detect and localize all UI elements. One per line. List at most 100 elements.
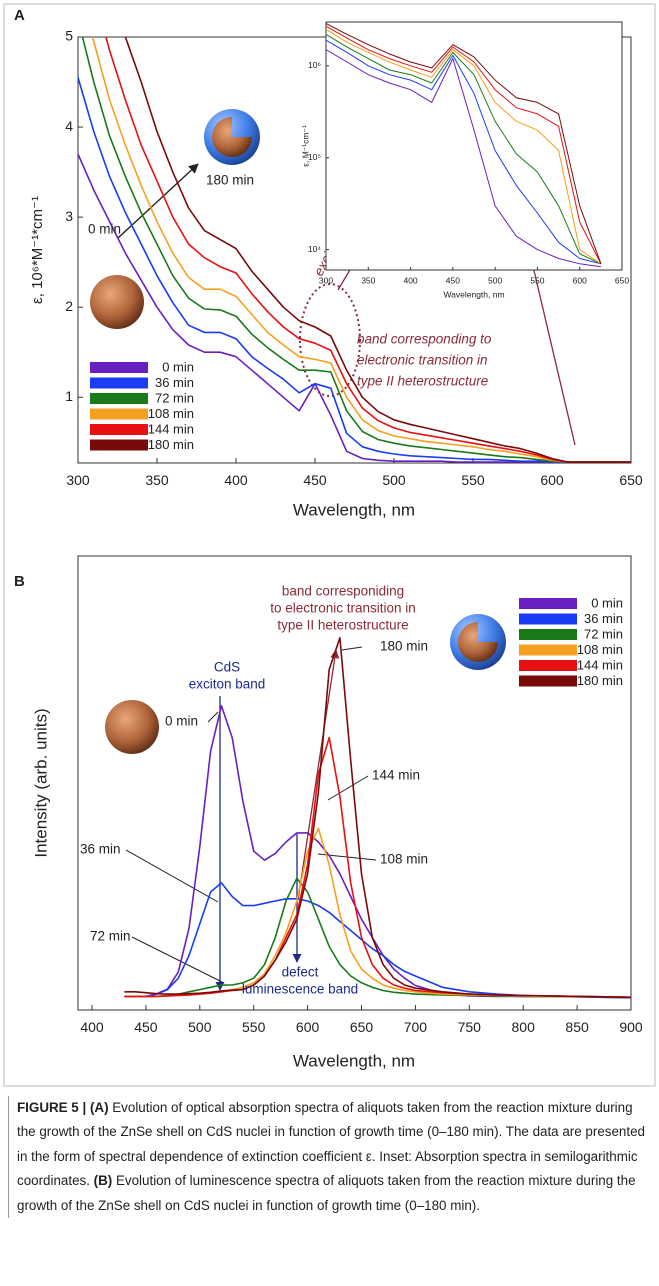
x-tick-label: 500 — [488, 275, 502, 285]
series-line — [326, 22, 602, 264]
annotation: 36 min — [80, 842, 121, 857]
x-tick-label: 650 — [350, 1019, 374, 1035]
x-tick-label: 400 — [403, 275, 417, 285]
legend-label: 180 min — [577, 673, 623, 688]
legend-swatch — [519, 598, 577, 609]
x-tick-label: 600 — [540, 472, 564, 488]
x-tick-label: 800 — [512, 1019, 536, 1035]
panel-label: A — [14, 7, 25, 24]
series-line — [326, 39, 602, 265]
x-tick-label: 500 — [382, 472, 406, 488]
plot-area — [78, 37, 631, 463]
y-axis-label: ε, M⁻¹cm⁻¹ — [300, 125, 310, 167]
arrow — [529, 261, 576, 446]
legend-label: 72 min — [155, 390, 194, 405]
legend-label: 36 min — [584, 611, 623, 626]
y-tick-label: 3 — [65, 208, 73, 224]
x-tick-label: 400 — [224, 472, 248, 488]
x-tick-label: 600 — [296, 1019, 320, 1035]
series-line — [326, 49, 601, 268]
x-tick-label: 450 — [446, 275, 460, 285]
leader — [125, 849, 219, 903]
annotation: exciton band — [189, 677, 266, 692]
x-axis-label: Wavelength, nm — [293, 500, 415, 519]
x-tick-label: 850 — [565, 1019, 589, 1035]
x-tick-label: 350 — [361, 275, 375, 285]
y-tick-label: 10⁶ — [308, 60, 321, 70]
annotation: 180 min — [206, 173, 254, 188]
caption-tag: (B) — [93, 1173, 113, 1189]
leader — [131, 936, 223, 983]
legend-swatch — [519, 660, 577, 671]
x-axis-label: Wavelength, nm — [293, 1051, 415, 1070]
core-sphere — [105, 700, 159, 754]
x-tick-label: 550 — [530, 275, 544, 285]
annotation: defect — [282, 965, 319, 980]
dotted-ellipse — [299, 283, 361, 397]
x-tick-label: 650 — [619, 472, 643, 488]
x-tick-label: 450 — [134, 1019, 158, 1035]
x-tick-label: 550 — [242, 1019, 266, 1035]
legend-label: 144 min — [577, 657, 623, 672]
leader — [327, 775, 369, 801]
series-line — [91, 37, 631, 463]
annotation: luminescence band — [242, 982, 358, 997]
plot-area — [326, 22, 602, 268]
series-line — [124, 636, 631, 999]
y-tick-label: 1 — [65, 388, 73, 404]
x-tick-label: 550 — [461, 472, 485, 488]
legend-swatch — [90, 424, 148, 435]
panel-label: B — [14, 573, 25, 590]
core-cutaway — [458, 622, 498, 662]
annotation: electronic transition in — [357, 353, 488, 368]
series-line — [81, 37, 631, 463]
y-tick-label: 5 — [65, 28, 73, 44]
annotation: 0 min — [165, 714, 198, 729]
legend-label: 180 min — [148, 437, 194, 452]
series-line — [124, 37, 631, 463]
arrow — [297, 649, 340, 901]
caption: FIGURE 5 | (A) Evolution of optical abso… — [8, 1096, 645, 1219]
legend-swatch — [90, 439, 148, 451]
y-tick-label: 10⁵ — [308, 152, 321, 162]
caption-text: Evolution of optical absorption spectra … — [17, 1100, 645, 1189]
figure: 300 350 400 450 500 550 600 650 1 2 3 4 5 Wavelength,… — [3, 3, 656, 1087]
core-sphere — [90, 275, 144, 329]
leader — [341, 646, 363, 651]
series-line — [326, 33, 602, 265]
y-axis-label: ε, 10⁶*M⁻¹*cm⁻¹ — [29, 196, 46, 304]
x-tick-label: 700 — [404, 1019, 428, 1035]
series-line — [105, 37, 631, 463]
annotation: 72 min — [90, 929, 131, 944]
legend-swatch — [90, 362, 148, 373]
plot-frame — [77, 555, 632, 1011]
annotation: 144 min — [372, 768, 420, 783]
inset-background — [326, 22, 622, 270]
figure-frame — [3, 3, 656, 1087]
x-axis-label: Wavelength, nm — [443, 289, 504, 299]
legend-swatch — [519, 613, 577, 625]
series-line — [124, 882, 631, 999]
y-tick-label: 2 — [65, 298, 73, 314]
legend-label: 36 min — [155, 375, 194, 390]
series-line — [78, 77, 631, 463]
x-tick-label: 650 — [615, 275, 629, 285]
annotation: 0 min — [88, 222, 121, 237]
caption-text: Evolution of luminescence spectra of ali… — [17, 1173, 636, 1213]
series-line — [124, 877, 631, 999]
y-tick-label: 4 — [65, 118, 73, 134]
x-tick-label: 350 — [145, 472, 169, 488]
x-tick-label: 750 — [458, 1019, 482, 1035]
y-tick-label: 10⁴ — [308, 244, 321, 254]
x-tick-label: 600 — [573, 275, 587, 285]
plot-frame — [325, 21, 623, 271]
annotation: type II heterostructure — [277, 618, 408, 633]
caption-label: FIGURE 5 | (A) — [17, 1100, 109, 1115]
legend-label: 108 min — [148, 406, 194, 421]
x-tick-label: 300 — [319, 275, 333, 285]
legend-swatch — [90, 408, 148, 420]
x-tick-label: 400 — [80, 1019, 104, 1035]
x-tick-label: 500 — [188, 1019, 212, 1035]
leader — [207, 711, 219, 723]
